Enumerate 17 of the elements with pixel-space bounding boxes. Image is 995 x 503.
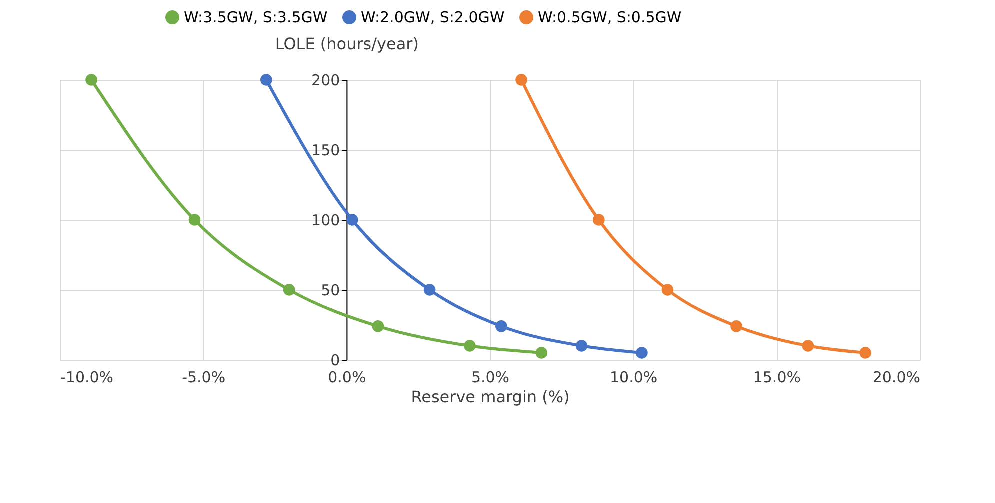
x-tick-label: 15.0% (753, 368, 801, 386)
x-tick-label: -10.0% (60, 368, 114, 386)
x-axis-title: Reserve margin (%) (411, 388, 570, 406)
y-tick-label: 200 (312, 72, 340, 90)
x-tick-label: 5.0% (471, 368, 510, 386)
legend-label: W:3.5GW, S:3.5GW (184, 8, 328, 27)
y-tick-label: 50 (321, 282, 340, 300)
y-axis-title: LOLE (hours/year) (275, 34, 419, 54)
x-tick-label: 20.0% (872, 368, 920, 386)
legend-label: W:0.5GW, S:0.5GW (538, 8, 682, 27)
x-tick-label: 10.0% (610, 368, 658, 386)
x-tick-label: 0.0% (328, 368, 366, 386)
y-tick-label: 150 (312, 142, 340, 160)
y-tick-label: 0 (330, 352, 340, 370)
legend-label: W:2.0GW, S:2.0GW (361, 8, 505, 27)
y-tick-label: 100 (312, 212, 340, 230)
x-tick-label: -5.0% (182, 368, 226, 386)
